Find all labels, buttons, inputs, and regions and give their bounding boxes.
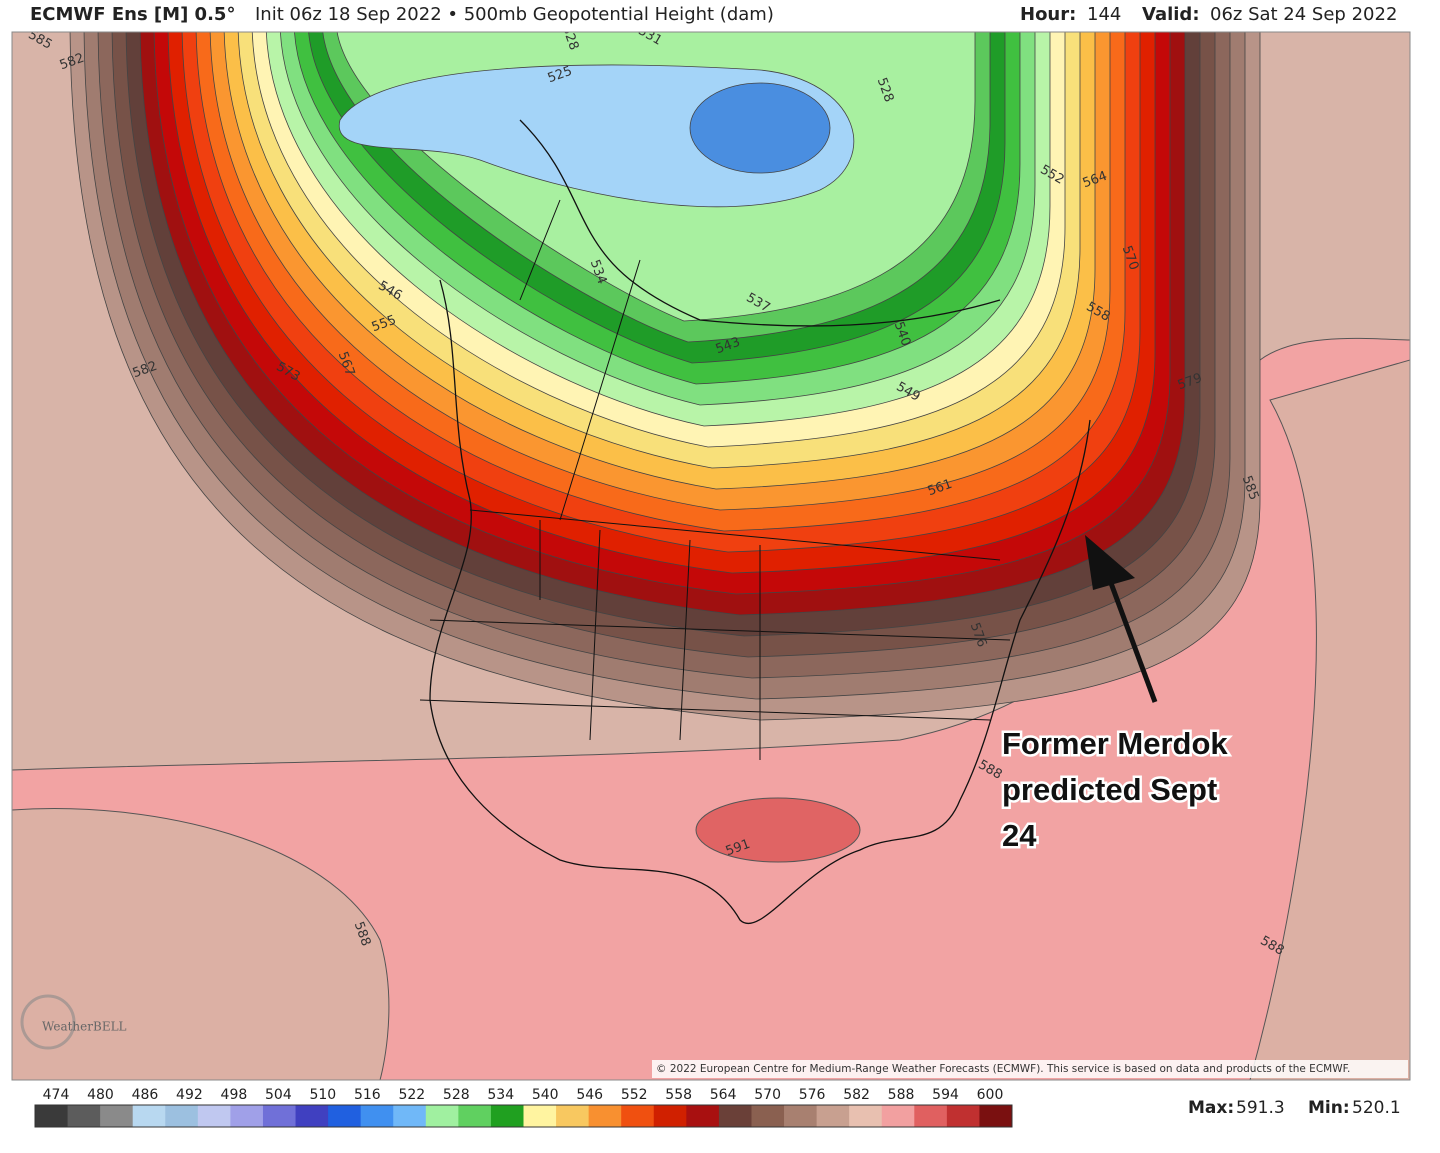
colorbar-swatch	[914, 1105, 948, 1127]
colorbar-swatch	[653, 1105, 687, 1127]
colorbar-label: 552	[621, 1087, 648, 1103]
colorbar-label: 492	[176, 1087, 203, 1103]
colorbar-swatch	[458, 1105, 492, 1127]
low-center	[689, 82, 831, 174]
map-frame	[11, 31, 1411, 1081]
colorbar-swatch	[165, 1105, 199, 1127]
min: 520.1	[1352, 1098, 1401, 1118]
colorbar-label: 564	[710, 1087, 737, 1103]
max-label: Max:	[1188, 1098, 1234, 1118]
logo: WeatherBELL	[42, 1020, 127, 1034]
copyright: © 2022 European Centre for Medium-Range …	[656, 1063, 1350, 1075]
colorbar-swatch	[230, 1105, 264, 1127]
colorbar-label: 486	[132, 1087, 159, 1103]
annotation: predicted Sept	[1002, 772, 1217, 807]
title: ECMWF Ens [M] 0.5°	[30, 4, 235, 25]
colorbar-label: 522	[398, 1087, 425, 1103]
colorbar: 474 480 486 492 498 504 510 516 522 528 534 540 546 5…	[34, 1087, 1013, 1128]
colorbar-swatch	[328, 1105, 362, 1127]
colorbar-label: 558	[665, 1087, 692, 1103]
colorbar-swatch	[262, 1105, 297, 1127]
colorbar-swatch	[523, 1105, 557, 1127]
colorbar-label: 594	[932, 1087, 959, 1103]
valid-label: Valid:	[1142, 4, 1200, 25]
colorbar-swatch	[588, 1105, 622, 1127]
valid: 06z Sat 24 Sep 2022	[1210, 4, 1397, 25]
colorbar-label: 528	[443, 1087, 470, 1103]
colorbar-swatch	[393, 1105, 427, 1127]
arrow-head	[1085, 535, 1135, 590]
colorbar-label: 504	[265, 1087, 292, 1103]
colorbar-frame	[34, 1104, 1013, 1128]
hour-label: Hour:	[1020, 4, 1076, 25]
arrow-shaft	[1105, 574, 1158, 703]
colorbar-swatch	[718, 1105, 752, 1127]
borders	[419, 199, 1011, 760]
colorbar-label: 498	[221, 1087, 248, 1103]
colorbar-label: 540	[532, 1087, 559, 1103]
colorbar-label: 480	[87, 1087, 114, 1103]
colorbar-swatch	[979, 1105, 1013, 1127]
colorbar-label: 588	[888, 1087, 915, 1103]
tan-pocket	[1249, 359, 1410, 1080]
colorbar-swatch	[100, 1105, 134, 1127]
colorbar-label: 576	[799, 1087, 826, 1103]
colorbar-label: 534	[487, 1087, 514, 1103]
annotation: Former Merdok	[1002, 726, 1228, 761]
tan-pocket	[12, 808, 390, 1080]
colorbar-swatch	[816, 1105, 850, 1127]
max: 591.3	[1236, 1098, 1285, 1118]
copyright-bg	[652, 1060, 1408, 1078]
colorbar-swatch	[132, 1105, 166, 1127]
colorbar-swatch	[295, 1105, 329, 1127]
colorbar-swatch	[490, 1105, 524, 1127]
colorbar-label: 510	[309, 1087, 336, 1103]
colorbar-swatch	[881, 1105, 915, 1127]
high-center	[695, 797, 861, 863]
colorbar-swatch	[946, 1105, 980, 1127]
colorbar-label: 582	[843, 1087, 870, 1103]
colorbar-swatch	[556, 1105, 590, 1127]
colorbar-label: 474	[43, 1087, 70, 1103]
colorbar-label: 546	[576, 1087, 603, 1103]
colorbar-swatch	[360, 1105, 394, 1127]
colorbar-swatch	[197, 1105, 231, 1127]
colorbar-swatch	[425, 1105, 459, 1127]
subtitle: Init 06z 18 Sep 2022 • 500mb Geopotentia…	[255, 4, 774, 25]
colorbar-label: 600	[977, 1087, 1004, 1103]
colorbar-swatch	[751, 1105, 785, 1127]
logo-swirl	[20, 994, 76, 1050]
annotation: 24	[1002, 818, 1037, 853]
hour: 144	[1087, 4, 1121, 25]
coastline	[429, 119, 1091, 925]
colorbar-swatch	[621, 1105, 655, 1127]
colorbar-swatch	[686, 1105, 720, 1127]
min-label: Min:	[1308, 1098, 1350, 1118]
colorbar-label: 570	[754, 1087, 781, 1103]
colorbar-swatch	[784, 1105, 818, 1127]
colorbar-label: 516	[354, 1087, 381, 1103]
colorbar-swatch	[849, 1105, 883, 1127]
colorbar-swatch	[67, 1105, 101, 1127]
colorbar-swatch	[35, 1105, 69, 1127]
